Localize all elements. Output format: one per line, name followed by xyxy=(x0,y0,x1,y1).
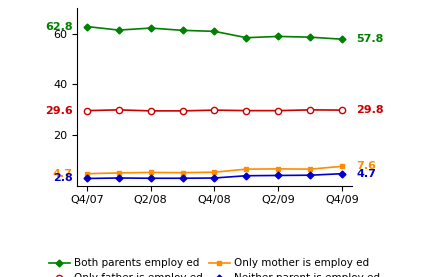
Both parents employ ed xyxy=(116,29,121,32)
Neither parent is employ ed xyxy=(180,176,185,180)
Text: 4.7: 4.7 xyxy=(53,169,73,179)
Only father is employ ed xyxy=(148,109,153,112)
Only mother is employ ed xyxy=(148,171,153,174)
Only father is employ ed xyxy=(180,109,185,112)
Only father is employ ed xyxy=(244,109,249,112)
Only father is employ ed xyxy=(308,108,313,112)
Only mother is employ ed xyxy=(212,171,217,174)
Only mother is employ ed xyxy=(180,171,185,174)
Legend: Both parents employ ed, Only father is employ ed, Only mother is employ ed, Neit: Both parents employ ed, Only father is e… xyxy=(49,258,380,277)
Only father is employ ed xyxy=(212,109,217,112)
Text: 7.6: 7.6 xyxy=(356,161,376,171)
Only mother is employ ed xyxy=(84,172,89,175)
Line: Both parents employ ed: Both parents employ ed xyxy=(85,24,344,42)
Text: 62.8: 62.8 xyxy=(45,22,73,32)
Only mother is employ ed xyxy=(308,168,313,171)
Only mother is employ ed xyxy=(340,165,345,168)
Text: 29.8: 29.8 xyxy=(356,105,384,115)
Only mother is employ ed xyxy=(276,167,281,171)
Text: 2.8: 2.8 xyxy=(53,173,73,183)
Line: Only father is employ ed: Only father is employ ed xyxy=(84,107,345,114)
Only father is employ ed xyxy=(340,109,345,112)
Neither parent is employ ed xyxy=(116,176,121,180)
Only father is employ ed xyxy=(116,108,121,112)
Both parents employ ed xyxy=(148,26,153,30)
Neither parent is employ ed xyxy=(276,174,281,177)
Neither parent is employ ed xyxy=(84,177,89,180)
Only mother is employ ed xyxy=(244,168,249,171)
Only mother is employ ed xyxy=(116,171,121,175)
Only father is employ ed xyxy=(84,109,89,112)
Neither parent is employ ed xyxy=(340,172,345,175)
Neither parent is employ ed xyxy=(244,174,249,177)
Both parents employ ed xyxy=(276,35,281,38)
Line: Only mother is employ ed: Only mother is employ ed xyxy=(85,164,344,176)
Text: 29.6: 29.6 xyxy=(45,106,73,116)
Both parents employ ed xyxy=(308,35,313,39)
Text: 4.7: 4.7 xyxy=(356,169,376,179)
Both parents employ ed xyxy=(212,30,217,33)
Neither parent is employ ed xyxy=(148,176,153,180)
Both parents employ ed xyxy=(84,25,89,28)
Both parents employ ed xyxy=(244,36,249,39)
Both parents employ ed xyxy=(180,29,185,32)
Only father is employ ed xyxy=(276,109,281,112)
Both parents employ ed xyxy=(340,38,345,41)
Neither parent is employ ed xyxy=(212,176,217,180)
Neither parent is employ ed xyxy=(308,174,313,177)
Text: 57.8: 57.8 xyxy=(356,34,384,44)
Line: Neither parent is employ ed: Neither parent is employ ed xyxy=(85,171,344,181)
